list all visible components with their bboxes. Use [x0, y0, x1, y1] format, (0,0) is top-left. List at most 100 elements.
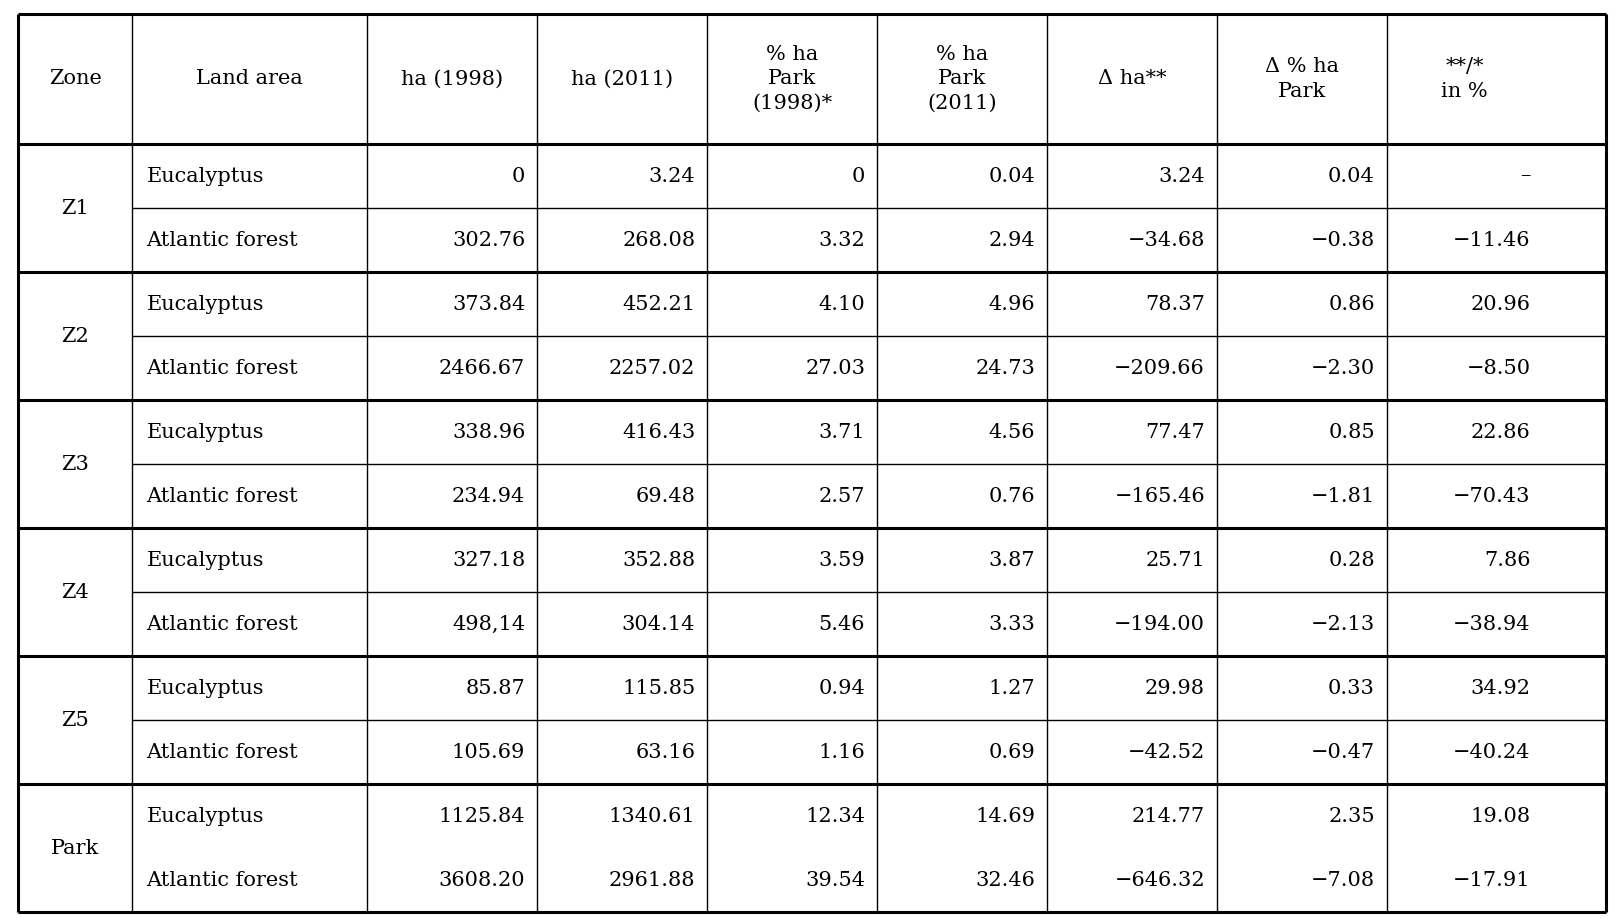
Text: 452.21: 452.21	[622, 295, 695, 314]
Text: −194.00: −194.00	[1113, 614, 1204, 633]
Text: ha (2011): ha (2011)	[571, 70, 674, 88]
Text: 0.28: 0.28	[1328, 551, 1375, 569]
Text: 77.47: 77.47	[1144, 422, 1204, 442]
Text: 3.59: 3.59	[818, 551, 865, 569]
Text: 3.87: 3.87	[988, 551, 1034, 569]
Text: 338.96: 338.96	[451, 422, 524, 442]
Text: −42.52: −42.52	[1126, 743, 1204, 762]
Text: ha (1998): ha (1998)	[401, 70, 503, 88]
Text: 4.96: 4.96	[988, 295, 1034, 314]
Text: Park: Park	[50, 838, 99, 857]
Text: 0: 0	[850, 166, 865, 185]
Text: 0.76: 0.76	[988, 487, 1034, 506]
Text: 498,14: 498,14	[451, 614, 524, 633]
Text: 69.48: 69.48	[635, 487, 695, 506]
Text: 2.57: 2.57	[818, 487, 865, 506]
Text: 0.33: 0.33	[1328, 678, 1375, 698]
Text: 0.85: 0.85	[1328, 422, 1375, 442]
Text: Eucalyptus: Eucalyptus	[146, 551, 263, 569]
Text: Atlantic forest: Atlantic forest	[146, 614, 297, 633]
Text: 3.24: 3.24	[1157, 166, 1204, 185]
Text: % ha
Park
(1998)*: % ha Park (1998)*	[751, 45, 831, 113]
Text: 3.71: 3.71	[818, 422, 865, 442]
Text: 1125.84: 1125.84	[438, 807, 524, 825]
Text: −209.66: −209.66	[1113, 359, 1204, 377]
Text: 1.16: 1.16	[818, 743, 865, 762]
Text: −8.50: −8.50	[1466, 359, 1529, 377]
Text: 0.04: 0.04	[1328, 166, 1375, 185]
Text: 24.73: 24.73	[974, 359, 1034, 377]
Text: −17.91: −17.91	[1453, 870, 1529, 890]
Text: Zone: Zone	[49, 70, 102, 88]
Text: −1.81: −1.81	[1310, 487, 1375, 506]
Text: −646.32: −646.32	[1113, 870, 1204, 890]
Text: 268.08: 268.08	[622, 230, 695, 250]
Text: Eucalyptus: Eucalyptus	[146, 422, 263, 442]
Text: −34.68: −34.68	[1126, 230, 1204, 250]
Text: % ha
Park
(2011): % ha Park (2011)	[927, 45, 997, 113]
Text: 0.04: 0.04	[988, 166, 1034, 185]
Text: Δ % ha
Park: Δ % ha Park	[1264, 57, 1337, 101]
Text: 29.98: 29.98	[1144, 678, 1204, 698]
Text: 2.94: 2.94	[988, 230, 1034, 250]
Text: Eucalyptus: Eucalyptus	[146, 807, 263, 825]
Text: −38.94: −38.94	[1453, 614, 1529, 633]
Text: 2257.02: 2257.02	[609, 359, 695, 377]
Text: 14.69: 14.69	[974, 807, 1034, 825]
Text: 234.94: 234.94	[451, 487, 524, 506]
Text: 3.33: 3.33	[987, 614, 1034, 633]
Text: 63.16: 63.16	[635, 743, 695, 762]
Text: 78.37: 78.37	[1144, 295, 1204, 314]
Text: 373.84: 373.84	[451, 295, 524, 314]
Text: 39.54: 39.54	[805, 870, 865, 890]
Text: 115.85: 115.85	[622, 678, 695, 698]
Text: 4.10: 4.10	[818, 295, 865, 314]
Text: 1340.61: 1340.61	[609, 807, 695, 825]
Text: 304.14: 304.14	[622, 614, 695, 633]
Text: −2.30: −2.30	[1310, 359, 1375, 377]
Text: 2961.88: 2961.88	[609, 870, 695, 890]
Text: 302.76: 302.76	[451, 230, 524, 250]
Text: 352.88: 352.88	[622, 551, 695, 569]
Text: Z2: Z2	[62, 327, 89, 345]
Text: 34.92: 34.92	[1469, 678, 1529, 698]
Text: −11.46: −11.46	[1453, 230, 1529, 250]
Text: –: –	[1519, 166, 1529, 185]
Text: −7.08: −7.08	[1310, 870, 1375, 890]
Text: 2466.67: 2466.67	[438, 359, 524, 377]
Text: Atlantic forest: Atlantic forest	[146, 487, 297, 506]
Text: 20.96: 20.96	[1469, 295, 1529, 314]
Text: 4.56: 4.56	[988, 422, 1034, 442]
Text: 32.46: 32.46	[974, 870, 1034, 890]
Text: 3.32: 3.32	[818, 230, 865, 250]
Text: Atlantic forest: Atlantic forest	[146, 230, 297, 250]
Text: 22.86: 22.86	[1470, 422, 1529, 442]
Text: 5.46: 5.46	[818, 614, 865, 633]
Text: Z5: Z5	[62, 711, 89, 730]
Text: 0.94: 0.94	[818, 678, 865, 698]
Text: Atlantic forest: Atlantic forest	[146, 743, 297, 762]
Text: Δ ha**: Δ ha**	[1097, 70, 1165, 88]
Text: 214.77: 214.77	[1131, 807, 1204, 825]
Text: Z3: Z3	[62, 454, 89, 474]
Text: 416.43: 416.43	[622, 422, 695, 442]
Text: −0.47: −0.47	[1310, 743, 1375, 762]
Text: 0.69: 0.69	[988, 743, 1034, 762]
Text: −70.43: −70.43	[1453, 487, 1529, 506]
Text: 25.71: 25.71	[1144, 551, 1204, 569]
Text: Eucalyptus: Eucalyptus	[146, 295, 263, 314]
Text: Eucalyptus: Eucalyptus	[146, 166, 263, 185]
Text: 0: 0	[511, 166, 524, 185]
Text: 105.69: 105.69	[451, 743, 524, 762]
Text: 3608.20: 3608.20	[438, 870, 524, 890]
Text: Eucalyptus: Eucalyptus	[146, 678, 263, 698]
Text: Z1: Z1	[62, 198, 89, 218]
Text: Atlantic forest: Atlantic forest	[146, 870, 297, 890]
Text: 85.87: 85.87	[466, 678, 524, 698]
Text: 19.08: 19.08	[1469, 807, 1529, 825]
Text: 12.34: 12.34	[805, 807, 865, 825]
Text: 27.03: 27.03	[805, 359, 865, 377]
Text: −0.38: −0.38	[1310, 230, 1375, 250]
Text: −165.46: −165.46	[1113, 487, 1204, 506]
Text: 3.24: 3.24	[648, 166, 695, 185]
